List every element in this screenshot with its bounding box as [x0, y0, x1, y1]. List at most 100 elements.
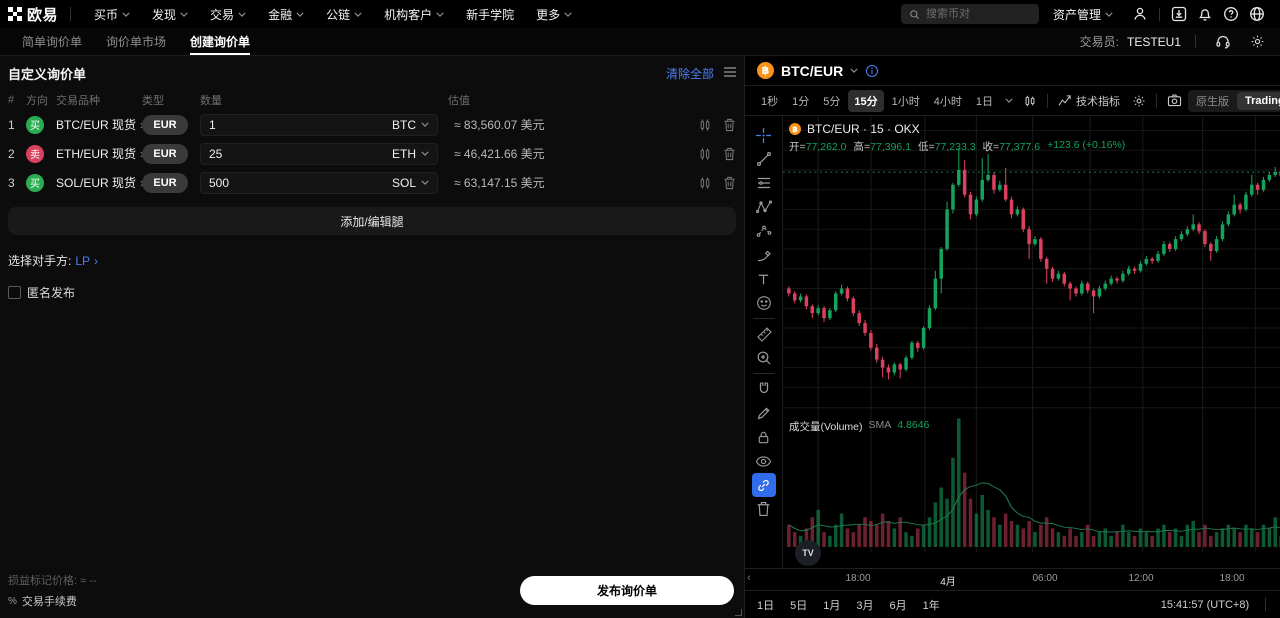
eye-icon[interactable] — [752, 449, 776, 473]
fee-label: 交易手续费 — [21, 596, 77, 608]
nav-menu-公链[interactable]: 公链 — [315, 0, 373, 28]
anonymous-checkbox[interactable] — [8, 286, 21, 299]
tab-询价单市场[interactable]: 询价单市场 — [106, 35, 167, 49]
nav-menu-更多[interactable]: 更多 — [525, 0, 583, 28]
interval-15分[interactable]: 15分 — [848, 89, 884, 112]
trend-line-icon[interactable] — [752, 147, 776, 171]
type-pill-button[interactable]: EUR — [142, 143, 188, 164]
nav-menu-金融[interactable]: 金融 — [257, 0, 315, 28]
ruler-icon[interactable] — [752, 322, 776, 346]
okx-logo[interactable]: 欧易 — [8, 4, 58, 25]
tab-简单询价单[interactable]: 简单询价单 — [22, 35, 83, 49]
delete-icon[interactable] — [723, 118, 736, 132]
pair-selector[interactable]: SOL/EUR 现货› — [56, 174, 144, 191]
type-pill-button[interactable]: EUR — [142, 114, 188, 135]
chart-plot-area[interactable]: ฿ BTC/EUR · 15 · OKX 开=77,262.0 高=77,396.… — [783, 116, 1280, 568]
text-icon[interactable] — [752, 267, 776, 291]
quantity-input[interactable]: 25 ETH — [200, 142, 438, 165]
crosshair-icon[interactable] — [752, 123, 776, 147]
nav-menu-发现[interactable]: 发现 — [141, 0, 199, 28]
pair-selector[interactable]: ETH/EUR 现货› — [56, 145, 144, 162]
candles-icon[interactable] — [698, 176, 712, 190]
range-5日[interactable]: 5日 — [790, 599, 808, 612]
chevron-down-icon[interactable] — [850, 68, 858, 73]
range-6月[interactable]: 6月 — [889, 599, 907, 612]
chevron-down-icon[interactable] — [1005, 98, 1013, 103]
search-input[interactable] — [925, 8, 1026, 20]
globe-icon[interactable] — [1244, 1, 1270, 27]
scroll-left-icon[interactable]: ‹ — [747, 572, 751, 584]
magnet-icon[interactable] — [752, 377, 776, 401]
link-icon[interactable] — [751, 473, 776, 497]
bell-icon[interactable] — [1192, 1, 1218, 27]
nav-menu-新手学院[interactable]: 新手学院 — [455, 0, 525, 28]
range-1日[interactable]: 1日 — [757, 599, 775, 612]
interval-1分[interactable]: 1分 — [792, 95, 810, 108]
delete-icon[interactable] — [723, 147, 736, 161]
menu-icon[interactable] — [724, 64, 736, 82]
range-3月[interactable]: 3月 — [856, 599, 874, 612]
search-box[interactable] — [900, 4, 1039, 24]
download-icon[interactable] — [1166, 1, 1192, 27]
time-tick: 12:00 — [1128, 573, 1154, 584]
forecast-icon[interactable] — [752, 219, 776, 243]
chevron-right-icon[interactable]: › — [94, 253, 99, 268]
pencil-icon[interactable] — [752, 401, 776, 425]
interval-5分[interactable]: 5分 — [823, 95, 841, 108]
resize-handle[interactable] — [735, 609, 742, 616]
nav-menu-交易[interactable]: 交易 — [199, 0, 257, 28]
user-icon[interactable] — [1127, 1, 1153, 27]
brush-icon[interactable] — [752, 243, 776, 267]
asset-management-menu[interactable]: 资产管理 — [1053, 6, 1113, 23]
unit-select[interactable]: SOL — [392, 176, 429, 190]
delete-icon[interactable] — [723, 176, 736, 190]
info-icon[interactable] — [865, 64, 879, 78]
row-index: 3 — [8, 175, 15, 190]
native-version-option[interactable]: 原生版 — [1196, 95, 1229, 108]
tab-创建询价单[interactable]: 创建询价单 — [178, 28, 262, 55]
nav-menu-机构客户[interactable]: 机构客户 — [373, 0, 455, 28]
unit-select[interactable]: BTC — [392, 118, 429, 132]
interval-4小时[interactable]: 4小时 — [933, 95, 962, 108]
type-pill-button[interactable]: EUR — [142, 172, 188, 193]
support-icon[interactable] — [1210, 29, 1236, 55]
add-edit-leg-button[interactable]: 添加/编辑腿 — [8, 207, 736, 235]
candles-icon[interactable] — [698, 118, 712, 132]
interval-1日[interactable]: 1日 — [975, 95, 993, 108]
range-1月[interactable]: 1月 — [823, 599, 841, 612]
indicators-button[interactable]: 技术指标 — [1052, 93, 1126, 109]
screenshot-icon[interactable] — [1161, 94, 1188, 107]
row-actions — [698, 118, 744, 132]
zoom-in-icon[interactable] — [752, 346, 776, 370]
counterparty-select[interactable]: LP — [75, 253, 91, 268]
gear-icon[interactable] — [1126, 94, 1152, 108]
interval-1小时[interactable]: 1小时 — [891, 95, 920, 108]
legend-title: BTC/EUR · 15 · OKX — [807, 122, 920, 136]
quantity-input[interactable]: 500 SOL — [200, 171, 438, 194]
range-1年[interactable]: 1年 — [922, 599, 940, 612]
ohlc-key: 低= — [918, 141, 935, 153]
horizontal-lines-icon[interactable] — [752, 171, 776, 195]
help-icon[interactable] — [1218, 1, 1244, 27]
nav-menu-买币[interactable]: 买币 — [83, 0, 141, 28]
emoji-icon[interactable] — [752, 291, 776, 315]
tradingview-logo[interactable]: TV — [795, 540, 821, 566]
pair-name: BTC/EUR 现货 — [56, 118, 137, 132]
tradingview-option[interactable]: TradingView — [1237, 91, 1280, 110]
symbol-selector[interactable]: BTC/EUR — [781, 62, 844, 79]
candles-icon[interactable] — [698, 147, 712, 161]
pair-selector[interactable]: BTC/EUR 现货› — [56, 116, 144, 133]
interval-1秒[interactable]: 1秒 — [761, 95, 779, 108]
unit-select[interactable]: ETH — [392, 147, 429, 161]
clear-all-button[interactable]: 清除全部 — [665, 66, 714, 81]
lock-icon[interactable] — [752, 425, 776, 449]
quantity-input[interactable]: 1 BTC — [200, 113, 438, 136]
candle-style-icon[interactable] — [1017, 94, 1043, 108]
gear-icon[interactable] — [1244, 29, 1270, 55]
publish-quote-button[interactable]: 发布询价单 — [520, 576, 734, 605]
trash-icon[interactable] — [752, 497, 776, 521]
fee-row[interactable]: % 交易手续费 — [8, 593, 97, 609]
xabcd-pattern-icon[interactable] — [752, 195, 776, 219]
